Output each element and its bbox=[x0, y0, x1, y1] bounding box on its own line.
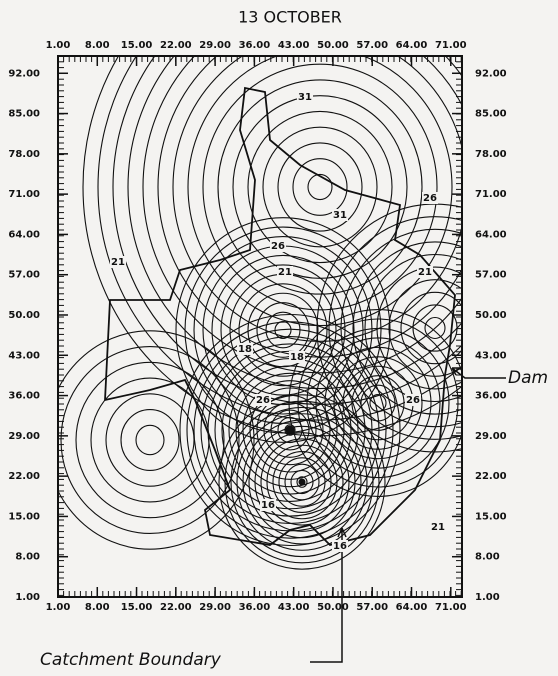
chart: 13 OCTOBER Dam Catchment Boundary 31 31 26… bbox=[0, 0, 558, 676]
x-tick-label-bottom: 57.00 bbox=[356, 602, 388, 613]
x-tick-label-top: 15.00 bbox=[121, 40, 153, 51]
x-tick-label-bottom: 29.00 bbox=[199, 602, 231, 613]
contour-line bbox=[263, 127, 377, 247]
contour-line bbox=[308, 174, 332, 199]
x-tick-label-top: 64.00 bbox=[396, 40, 428, 51]
y-tick-label-right: 78.00 bbox=[475, 149, 507, 160]
y-tick-label-right: 43.00 bbox=[475, 350, 507, 361]
y-tick-label-left: 22.00 bbox=[8, 471, 40, 482]
catchment-label: Catchment Boundary bbox=[40, 650, 222, 670]
contour-label: 26 bbox=[406, 395, 420, 406]
y-tick-label-left: 36.00 bbox=[8, 391, 40, 402]
contour-label: 21 bbox=[418, 267, 432, 278]
y-tick-label-right: 85.00 bbox=[475, 109, 507, 120]
x-tick-label-top: 71.00 bbox=[435, 40, 467, 51]
contour-label: 31 bbox=[298, 92, 312, 103]
y-tick-label-right: 64.00 bbox=[475, 229, 507, 240]
y-tick-label-left: 85.00 bbox=[8, 109, 40, 120]
contour-center bbox=[299, 479, 305, 485]
contour-label: 26 bbox=[271, 241, 285, 252]
y-tick-label-left: 15.00 bbox=[8, 511, 40, 522]
y-tick-label-right: 71.00 bbox=[475, 189, 507, 200]
y-tick-label-right: 36.00 bbox=[475, 391, 507, 402]
x-tick-label-top: 50.00 bbox=[317, 40, 349, 51]
contours bbox=[46, 0, 557, 569]
x-tick-label-top: 22.00 bbox=[160, 40, 192, 51]
y-tick-label-right: 50.00 bbox=[475, 310, 507, 321]
contour-line bbox=[307, 328, 449, 477]
y-tick-label-right: 57.00 bbox=[475, 270, 507, 281]
x-tick-label-bottom: 36.00 bbox=[239, 602, 271, 613]
y-tick-label-left: 29.00 bbox=[8, 431, 40, 442]
y-tick-label-left: 1.00 bbox=[15, 592, 40, 603]
x-tick-label-bottom: 64.00 bbox=[396, 602, 428, 613]
y-tick-label-left: 92.00 bbox=[8, 68, 40, 79]
x-tick-label-top: 43.00 bbox=[278, 40, 310, 51]
contour-line bbox=[61, 347, 239, 534]
y-tick-label-left: 57.00 bbox=[8, 270, 40, 281]
x-tick-label-bottom: 43.00 bbox=[278, 602, 310, 613]
y-tick-label-right: 22.00 bbox=[475, 471, 507, 482]
y-tick-label-right: 1.00 bbox=[475, 592, 500, 603]
contour-label: 31 bbox=[333, 210, 347, 221]
x-tick-label-bottom: 50.00 bbox=[317, 602, 349, 613]
y-tick-label-left: 43.00 bbox=[8, 350, 40, 361]
x-tick-label-top: 1.00 bbox=[46, 40, 71, 51]
x-tick-label-bottom: 22.00 bbox=[160, 602, 192, 613]
contour-line bbox=[233, 96, 407, 279]
y-tick-label-right: 29.00 bbox=[475, 431, 507, 442]
x-tick-label-bottom: 71.00 bbox=[435, 602, 467, 613]
y-tick-label-right: 92.00 bbox=[475, 68, 507, 79]
contour-label: 16 bbox=[261, 500, 275, 511]
contour-label: 18 bbox=[290, 352, 304, 363]
chart-title: 13 OCTOBER bbox=[238, 8, 342, 27]
y-tick-label-left: 78.00 bbox=[8, 149, 40, 160]
contour-label: 21 bbox=[431, 522, 445, 533]
x-tick-label-top: 29.00 bbox=[199, 40, 231, 51]
x-tick-label-bottom: 15.00 bbox=[121, 602, 153, 613]
contour-line bbox=[218, 80, 422, 294]
y-tick-label-right: 15.00 bbox=[475, 511, 507, 522]
dam-label: Dam bbox=[508, 368, 548, 388]
contour-line bbox=[121, 410, 179, 471]
y-tick-label-left: 8.00 bbox=[15, 552, 40, 563]
contour-label: 18 bbox=[238, 344, 252, 355]
x-tick-label-top: 36.00 bbox=[239, 40, 271, 51]
x-tick-label-bottom: 8.00 bbox=[85, 602, 110, 613]
contour-line bbox=[203, 64, 437, 310]
contour-line bbox=[136, 425, 164, 454]
y-tick-label-left: 50.00 bbox=[8, 310, 40, 321]
contour-label: 26 bbox=[256, 395, 270, 406]
y-tick-label-left: 71.00 bbox=[8, 189, 40, 200]
contour-label: 21 bbox=[111, 257, 125, 268]
contour-label: 26 bbox=[423, 193, 437, 204]
contour-line bbox=[370, 395, 386, 412]
y-tick-label-right: 8.00 bbox=[475, 552, 500, 563]
contour-label: 21 bbox=[278, 267, 292, 278]
x-tick-label-bottom: 1.00 bbox=[46, 602, 71, 613]
contour-center bbox=[286, 426, 294, 434]
x-tick-label-top: 57.00 bbox=[356, 40, 388, 51]
y-tick-label-left: 64.00 bbox=[8, 229, 40, 240]
contour-label: 16 bbox=[333, 541, 347, 552]
x-tick-label-top: 8.00 bbox=[85, 40, 110, 51]
